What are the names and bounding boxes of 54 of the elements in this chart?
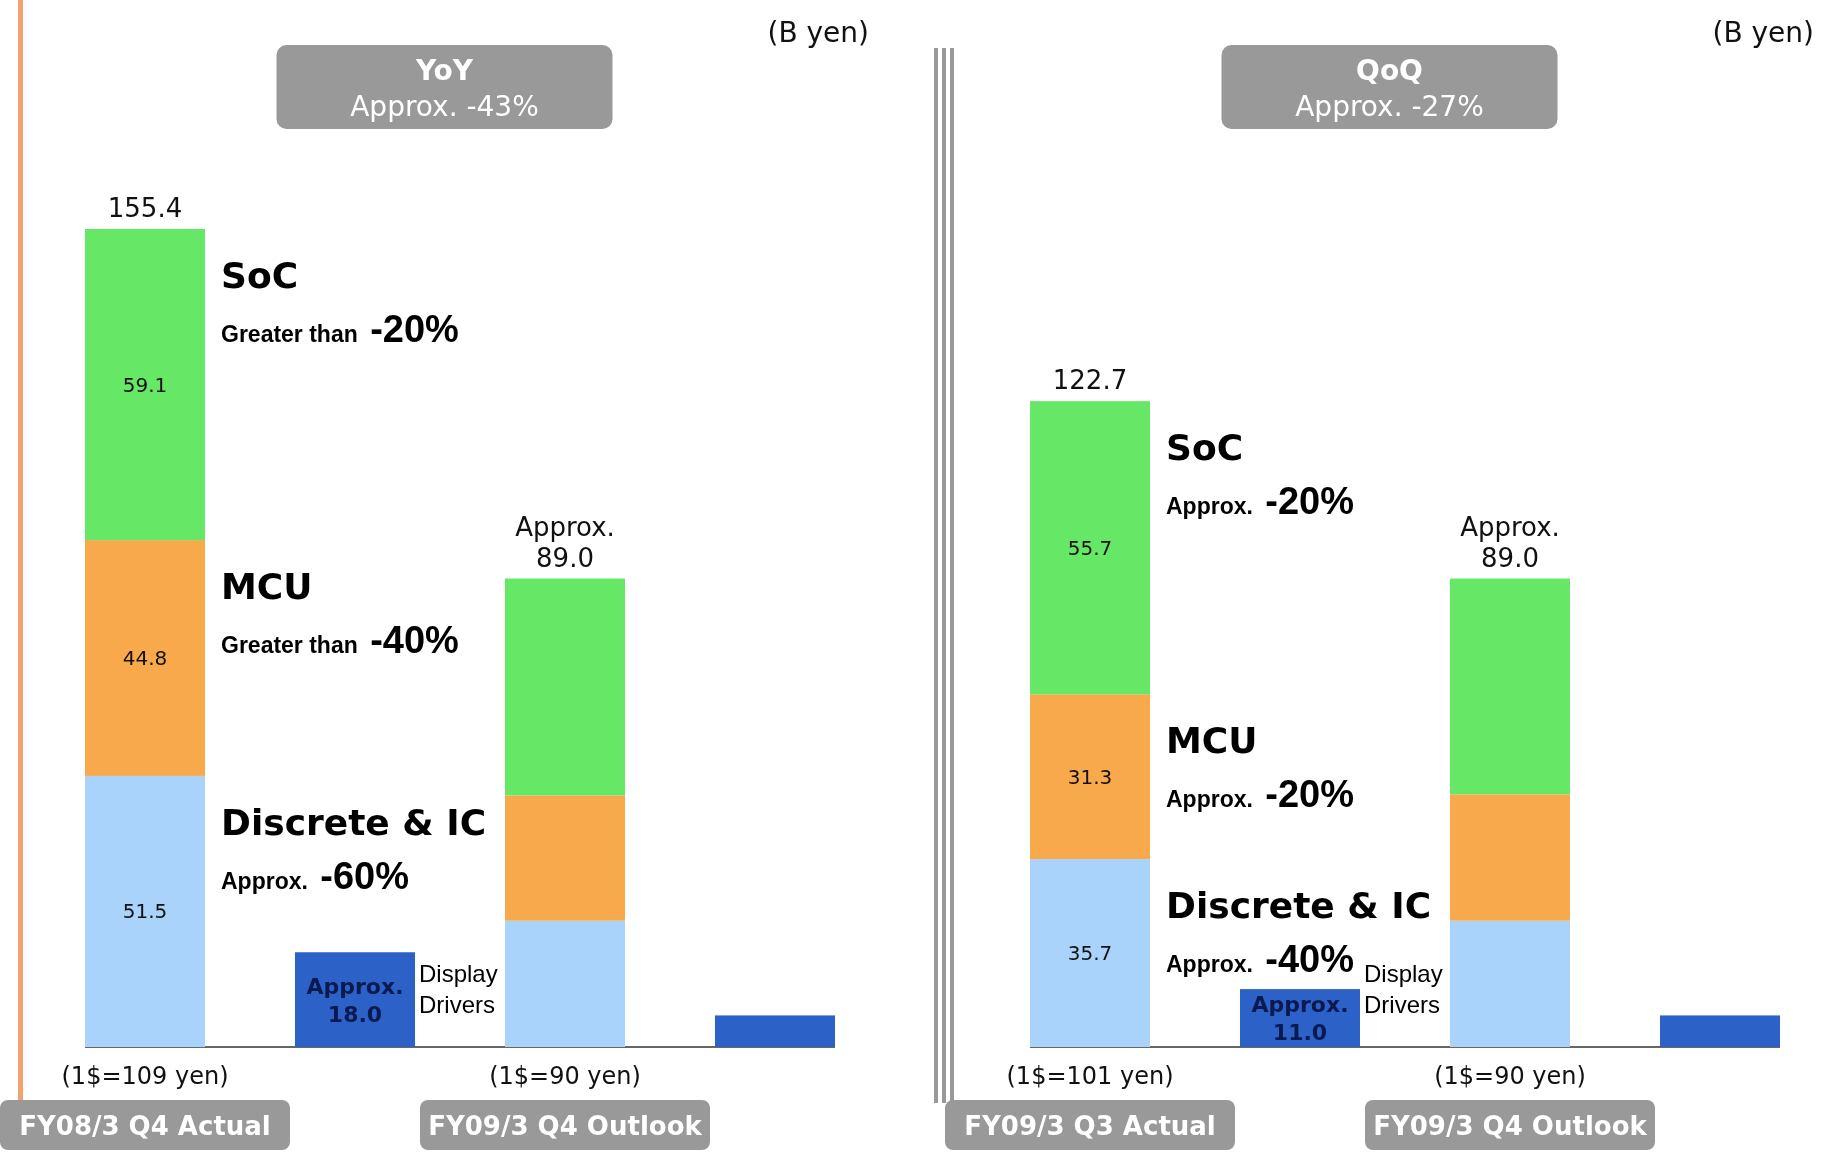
bar: [1450, 920, 1570, 1047]
series-label: SoC: [1166, 427, 1244, 469]
chart-title: QoQ: [1356, 54, 1423, 87]
bar: [85, 775, 205, 1047]
data-label: 35.7: [1067, 941, 1113, 966]
bar: [1030, 401, 1150, 695]
data-label: 59.1: [122, 372, 168, 397]
data-label: 51.5: [122, 899, 168, 924]
chart-subtitle: Approx. -43%: [350, 90, 539, 123]
annotation: Greater than -20%: [221, 308, 459, 350]
annotation: Approx. -20%: [1166, 773, 1354, 816]
annotation: Approx. -60%: [221, 854, 409, 897]
text: (1$=109 yen): [61, 1062, 229, 1090]
series-label: Discrete & IC: [1166, 885, 1432, 927]
bar: [715, 1015, 835, 1047]
bar: [505, 795, 625, 921]
text: (1$=101 yen): [1006, 1062, 1174, 1090]
bar: [1450, 794, 1570, 921]
series-label: Discrete & IC: [221, 801, 487, 843]
x-tick-label: FY09/3 Q4 Outlook: [1373, 1111, 1648, 1141]
chart-subtitle: Approx. -27%: [1295, 90, 1484, 123]
bar: [1030, 859, 1150, 1047]
data-label: Approx. 11.0: [1251, 992, 1349, 1046]
annotation: Approx. -40%: [1166, 938, 1354, 981]
series-label: Display Drivers: [1364, 960, 1443, 1018]
bar: [85, 229, 205, 541]
bar: [1660, 1015, 1780, 1047]
total-label: Approx. 89.0: [1460, 511, 1560, 573]
text: (B yen): [1712, 16, 1814, 49]
series-label: MCU: [1166, 720, 1258, 762]
data-label: 44.8: [122, 646, 168, 670]
series-label: MCU: [221, 566, 313, 608]
data-label: 31.3: [1067, 764, 1113, 789]
data-label: Approx. 18.0: [306, 973, 404, 1027]
total-label: 155.4: [107, 193, 183, 223]
text: (1$=90 yen): [1434, 1062, 1586, 1090]
text: (1$=90 yen): [489, 1062, 641, 1090]
bar: [1450, 578, 1570, 795]
total-label: 122.7: [1052, 365, 1128, 396]
bar: [1030, 694, 1150, 860]
chart-title: YoY: [414, 54, 474, 87]
bar: [505, 578, 625, 796]
annotation: Greater than -40%: [221, 619, 459, 662]
annotation: Approx. -20%: [1166, 480, 1354, 523]
x-tick-label: FY08/3 Q4 Actual: [19, 1111, 271, 1141]
x-tick-label: FY09/3 Q3 Actual: [964, 1111, 1216, 1141]
data-label: 55.7: [1067, 535, 1113, 560]
x-tick-label: FY09/3 Q4 Outlook: [428, 1111, 703, 1141]
bar: [85, 540, 205, 776]
series-label: SoC: [221, 255, 299, 296]
total-label: Approx. 89.0: [515, 511, 615, 573]
bar: [505, 920, 625, 1047]
text: (B yen): [767, 16, 869, 49]
series-label: Display Drivers: [419, 960, 498, 1018]
